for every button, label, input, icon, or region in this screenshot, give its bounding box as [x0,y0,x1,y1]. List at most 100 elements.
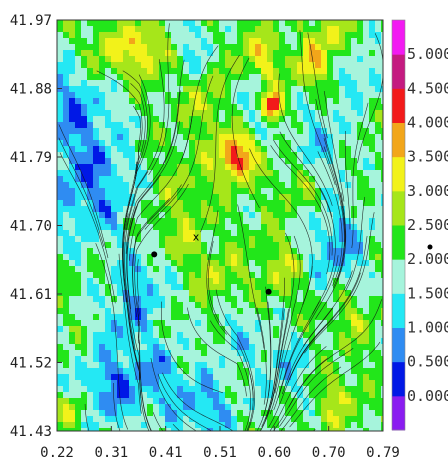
heatmap-cell [195,32,202,39]
heatmap-cell [111,338,118,345]
heatmap-cell [327,230,334,237]
heatmap-cell [141,236,148,243]
heatmap-cell [261,188,268,195]
heatmap-cell [219,404,226,411]
heatmap-cell [369,68,376,75]
heatmap-cell [63,314,70,321]
x-tick-label: 0.60 [257,445,291,461]
heatmap-cell [357,362,364,369]
heatmap-cell [375,356,382,363]
heatmap-cell [183,260,190,267]
heatmap-cell [63,206,70,213]
heatmap-cell [303,398,310,405]
streamline [273,139,333,256]
heatmap-cell [291,416,298,423]
streamline [118,253,142,414]
streamline [58,124,109,259]
heatmap-cell [249,182,256,189]
heatmap-cell [69,290,76,297]
heatmap-cell [81,338,88,345]
heatmap-cell [333,344,340,351]
heatmap-cell [345,134,352,141]
heatmap-cell [237,230,244,237]
heatmap-cell [147,410,154,417]
heatmap-cell [189,428,196,431]
heatmap-cell [285,272,292,279]
heatmap-cell [327,212,334,219]
heatmap-cell [75,140,82,147]
heatmap-cell [303,302,310,309]
heatmap-cell [171,212,178,219]
heatmap-cell [99,314,106,321]
heatmap-cell [219,26,226,33]
heatmap-cell [261,140,268,147]
heatmap-cell [357,248,364,255]
heatmap-cell [165,380,172,387]
heatmap-cell [219,296,226,303]
heatmap-cell [225,80,232,87]
y-tick-label: 41.52 [10,356,52,372]
heatmap-cell [225,194,232,201]
heatmap-cell [63,260,70,267]
heatmap-cell [159,26,166,33]
heatmap-cell [369,194,376,201]
heatmap-cell [279,146,286,153]
streamline [215,289,255,431]
heatmap-cell [171,374,178,381]
heatmap-cell [309,350,316,357]
heatmap-cell [351,194,358,201]
heatmap-cell [81,416,88,423]
heatmap-cell [147,338,154,345]
heatmap-cell [87,272,94,279]
heatmap-cell [237,176,244,183]
heatmap-cell [273,320,280,327]
heatmap-cell [213,236,220,243]
heatmap-cell [111,296,118,303]
heatmap-cell [207,374,214,381]
heatmap-cell [159,248,166,255]
heatmap-cell [219,140,226,147]
heatmap-cell [129,80,136,87]
heatmap-cell [153,128,160,135]
heatmap-cell [363,254,370,261]
heatmap-cell [273,284,280,291]
heatmap-cell [87,404,94,411]
heatmap-cell [339,122,346,129]
heatmap-cell [375,116,382,123]
heatmap-cell [207,398,214,405]
heatmap-cell [267,278,274,285]
heatmap-cell [273,302,280,309]
heatmap-cell [327,254,334,261]
heatmap-cell [93,86,100,93]
heatmap-cell [195,230,202,237]
heatmap-cell [141,92,148,99]
heatmap-cell [195,320,202,327]
heatmap-cell [171,248,178,255]
heatmap-cell [243,74,250,81]
heatmap-cell [363,236,370,243]
heatmap-cell [81,212,88,219]
heatmap-cell [183,368,190,375]
heatmap-cell [345,200,352,207]
heatmap-cell [117,332,124,339]
heatmap-cell [81,92,88,99]
heatmap-cell [267,398,274,405]
heatmap-cell [243,290,250,297]
heatmap-cell [105,44,112,51]
heatmap-cell [225,68,232,75]
heatmap-cell [249,350,256,357]
heatmap-cell [69,188,76,195]
heatmap-cell [165,98,172,105]
heatmap-cell [249,242,256,249]
heatmap-cell [123,194,130,201]
heatmap-cell [291,98,298,105]
heatmap-cell [135,170,142,177]
heatmap-cell [327,218,334,225]
heatmap-cell [237,260,244,267]
heatmap-cell [357,56,364,63]
heatmap-cell [81,110,88,117]
heatmap-cell [237,242,244,249]
heatmap-cell [363,92,370,99]
heatmap-cell [201,20,208,27]
heatmap-cell [135,164,142,171]
